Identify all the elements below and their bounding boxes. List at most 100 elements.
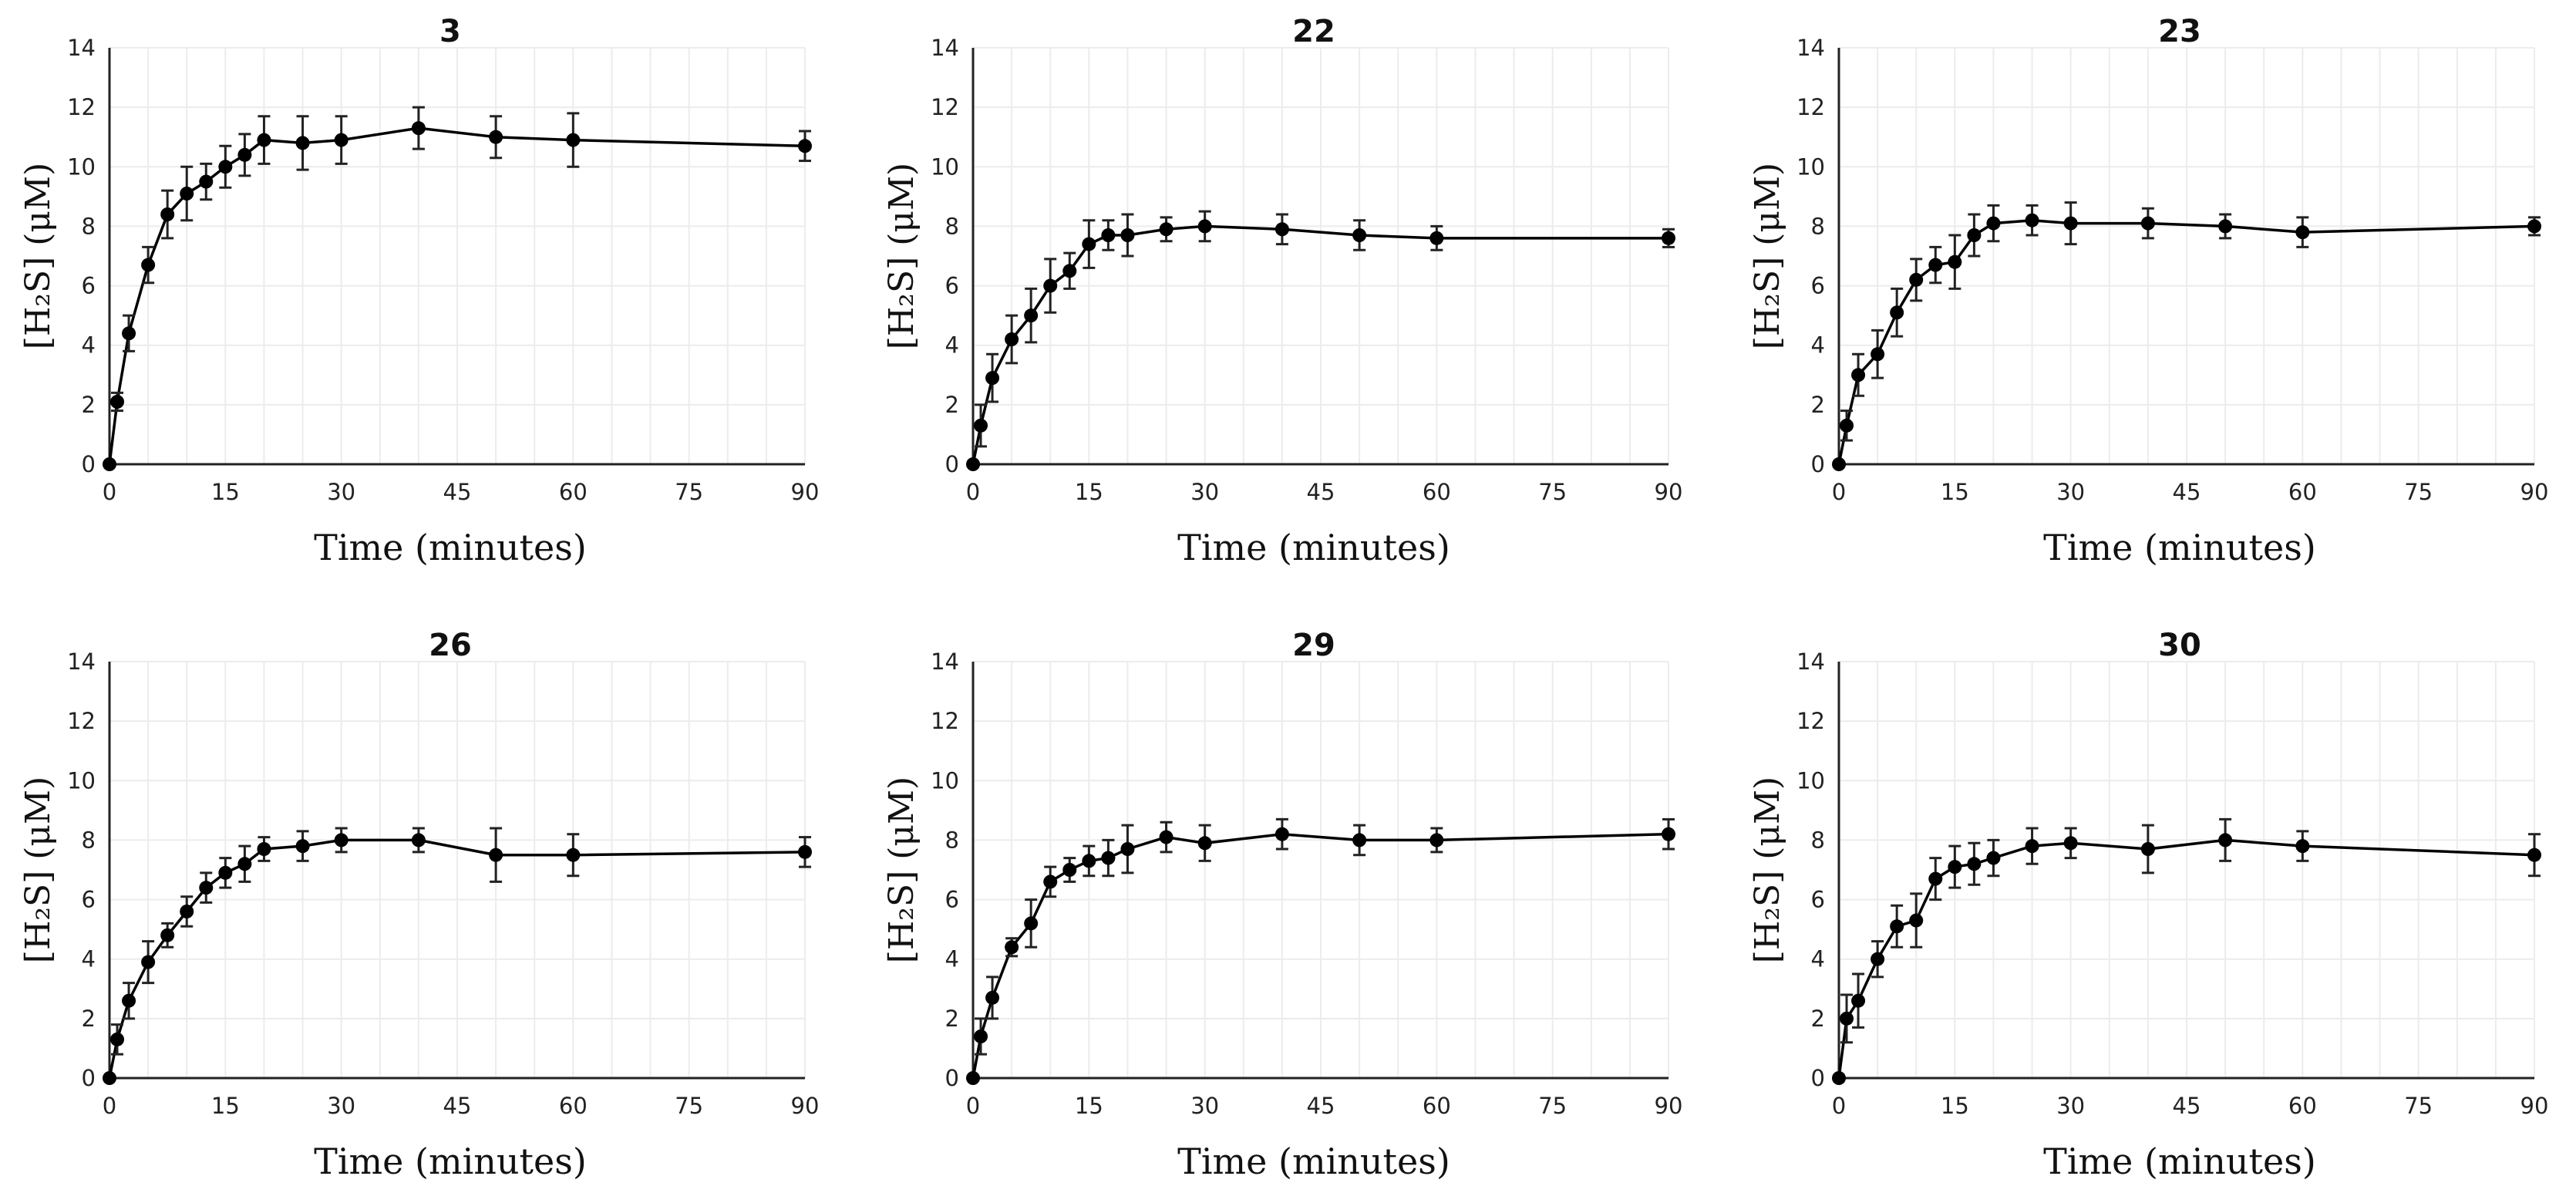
y-tick-label: 0 [1811,451,1825,477]
x-tick-label: 60 [1423,479,1451,505]
data-point [1120,228,1135,242]
x-tick-label: 0 [1832,1093,1846,1119]
x-tick-label: 90 [1655,479,1683,505]
x-axis-label: Time (minutes) [1177,527,1450,568]
y-tick-label: 14 [67,35,96,61]
y-tick-label: 12 [1796,94,1825,120]
series-line [108,838,806,1079]
data-point [1197,836,1212,851]
x-tick-label: 75 [675,479,703,505]
data-point [218,160,233,174]
data-point [1352,833,1367,847]
data-point [1275,827,1289,841]
x-tick-label: 90 [791,479,820,505]
data-point [141,955,156,969]
x-tick-label: 0 [966,479,980,505]
y-tick-label: 4 [82,946,96,972]
data-point [489,847,503,862]
data-point [1840,1011,1854,1026]
chart-title: 26 [429,628,472,663]
data-point [974,1029,988,1043]
data-point [1928,871,1943,886]
y-tick-label: 12 [1796,708,1825,734]
x-tick-label: 60 [1423,1093,1451,1119]
data-point [1662,827,1675,841]
data-point [1871,952,1885,966]
data-point [1851,993,1866,1008]
data-point [1832,457,1846,471]
x-tick-label: 90 [791,1093,820,1119]
data-point [1043,278,1058,293]
y-tick-label: 2 [1811,392,1825,418]
x-tick-label: 45 [2173,1093,2201,1119]
data-point [411,833,426,847]
data-point [1024,916,1039,931]
data-point [1120,842,1135,856]
data-point [1851,368,1866,382]
data-point [1832,1071,1846,1085]
series-line [971,832,1669,1079]
x-tick-label: 75 [2404,1093,2433,1119]
x-tick-label: 30 [1190,1093,1219,1119]
data-point [1005,332,1019,346]
data-point [1062,264,1077,278]
data-point [1662,231,1675,245]
series-line [1837,218,2535,465]
x-tick-label: 15 [1941,479,1969,505]
data-point [2295,225,2310,240]
x-tick-label: 15 [211,1093,240,1119]
data-point [237,857,252,871]
x-tick-label: 75 [675,1093,703,1119]
data-point [2025,213,2039,227]
x-tick-label: 75 [1538,479,1567,505]
x-axis-label: Time (minutes) [1177,1141,1450,1182]
y-tick-label: 14 [931,649,959,675]
series-line [108,126,806,465]
y-tick-label: 8 [945,827,959,853]
gridlines [1839,47,2535,465]
y-tick-label: 10 [1796,767,1825,794]
data-point [334,833,349,847]
x-tick-label: 0 [103,1093,116,1119]
data-point [974,418,988,433]
y-tick-label: 4 [1811,332,1825,359]
chart-title: 23 [2158,14,2201,49]
gridlines [973,661,1669,1079]
x-tick-label: 75 [1538,1093,1567,1119]
data-point [295,136,310,150]
data-point [1197,219,1212,234]
data-point [122,993,136,1008]
gridlines [109,47,806,465]
x-tick-label: 60 [559,1093,588,1119]
y-tick-label: 12 [67,94,96,120]
data-point [295,839,310,854]
y-tick-label: 6 [1811,887,1825,913]
x-tick-label: 60 [2288,1093,2317,1119]
data-point [103,457,116,471]
x-tick-label: 90 [1655,1093,1683,1119]
y-tick-label: 0 [82,1065,96,1091]
data-point [180,905,194,918]
x-tick-label: 60 [2288,479,2317,505]
y-tick-label: 8 [1811,213,1825,239]
y-tick-label: 6 [1811,273,1825,299]
data-point [160,928,175,942]
x-tick-label: 15 [211,479,240,505]
y-tick-label: 0 [1811,1065,1825,1091]
data-point [2295,839,2310,854]
data-point [1062,863,1077,877]
data-point [985,371,1000,386]
data-point [103,1071,116,1085]
x-tick-label: 30 [1190,479,1219,505]
x-tick-label: 30 [327,1093,355,1119]
y-tick-label: 10 [931,153,959,180]
gridlines [973,47,1669,465]
y-tick-label: 10 [67,767,96,794]
data-point [1429,231,1444,245]
y-tick-label: 0 [945,1065,959,1091]
data-point [2140,216,2155,231]
data-point [199,174,214,189]
y-axis-label: [H₂S] (μM) [882,163,921,349]
y-tick-label: 4 [82,332,96,359]
